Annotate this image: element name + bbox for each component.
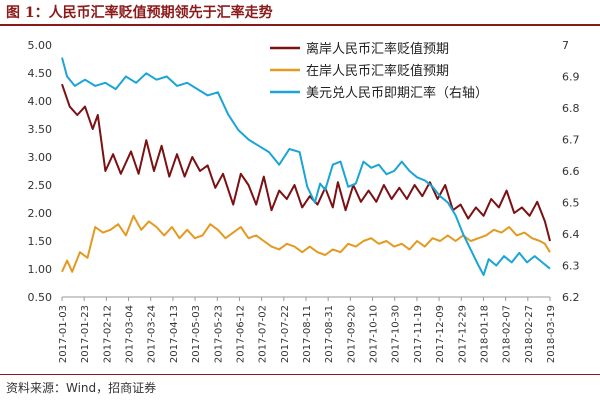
- y-right-tick-label: 6.9: [562, 71, 580, 84]
- y-left-tick-label: 4.00: [28, 95, 53, 108]
- y-left-tick-label: 2.00: [28, 207, 53, 220]
- x-tick-label: 2017-05-23: [213, 305, 224, 363]
- y-left-tick-label: 1.50: [28, 235, 53, 248]
- x-tick-label: 2017-03-04: [125, 305, 136, 363]
- onshore-expectation-line: [61, 214, 551, 273]
- y-left-tick-label: 4.50: [28, 67, 53, 80]
- y-right-tick-label: 7: [562, 39, 569, 52]
- x-tick-label: 2017-07-22: [280, 305, 291, 363]
- y-left-tick-label: 0.50: [28, 291, 53, 304]
- y-left-tick-label: 5.00: [28, 39, 53, 52]
- series-layer: [61, 57, 551, 276]
- bottom-rule: [0, 374, 600, 375]
- y-left-tick-label: 3.50: [28, 123, 53, 136]
- y-right-tick-label: 6.3: [562, 260, 580, 273]
- axes: 0.50 1.00 1.50 2.00 2.50 3.00 3.50 4.00 4.50 5.00…: [28, 39, 580, 363]
- y-right-tick-label: 6.4: [562, 228, 580, 241]
- source-note: 资料来源：Wind，招商证券: [6, 381, 157, 395]
- x-tick-label: 2017-08-31: [324, 305, 335, 363]
- usdcny-spot-line: [61, 57, 551, 276]
- legend-label-3: 美元兑人民币即期汇率（右轴）: [306, 85, 488, 101]
- y-right-tick-label: 6.6: [562, 165, 580, 178]
- y-right-tick-label: 6.5: [562, 197, 580, 210]
- y-right-tick-label: 6.2: [562, 291, 580, 304]
- x-tick-label: 2017-10-30: [391, 305, 402, 363]
- y-right-tick-label: 6.8: [562, 102, 580, 115]
- x-tick-label: 2017-08-11: [302, 305, 313, 363]
- y-left-tick-label: 1.00: [28, 263, 53, 276]
- x-tick-label: 2018-03-19: [546, 305, 557, 363]
- x-tick-label: 2017-01-23: [80, 305, 91, 363]
- x-tick-label: 2017-01-03: [58, 305, 69, 363]
- x-tick-label: 2018-01-18: [479, 305, 490, 363]
- y-left-tick-label: 2.50: [28, 179, 53, 192]
- x-tick-label: 2017-03-24: [147, 305, 158, 363]
- x-tick-label: 2017-10-10: [369, 305, 380, 363]
- legend-label-1: 离岸人民币汇率贬值预期: [306, 41, 449, 57]
- x-tick-label: 2017-05-03: [191, 305, 202, 363]
- x-tick-label: 2018-02-27: [524, 305, 535, 363]
- x-tick-label: 2017-09-20: [346, 305, 357, 363]
- y-right-tick-label: 6.7: [562, 134, 580, 147]
- x-tick-label: 2017-12-09: [435, 305, 446, 363]
- offshore-expectation-line: [61, 83, 551, 242]
- x-tick-label: 2017-06-12: [235, 305, 246, 363]
- title-rule: [0, 24, 600, 26]
- x-tick-label: 2018-02-07: [502, 305, 513, 363]
- figure-title: 图 1：人民币汇率贬值预期领先于汇率走势: [6, 5, 273, 21]
- x-tick-label: 2017-12-29: [457, 305, 468, 363]
- x-tick-label: 2017-11-19: [413, 305, 424, 363]
- legend-label-2: 在岸人民币汇率贬值预期: [306, 63, 449, 79]
- x-tick-label: 2017-02-12: [102, 305, 113, 363]
- x-tick-label: 2017-07-02: [258, 305, 269, 363]
- x-tick-label: 2017-04-13: [169, 305, 180, 363]
- y-left-tick-label: 3.00: [28, 151, 53, 164]
